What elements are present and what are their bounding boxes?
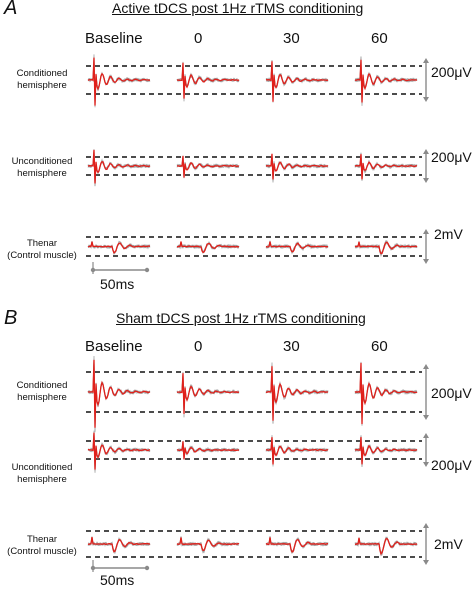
panel-a-col-0: 0 [194, 30, 203, 47]
panel-a-row1-col4-mean-trace [354, 59, 418, 103]
panel-b-row1-line2: hemisphere [17, 392, 67, 403]
panel-a-row1-line1: Conditioned [16, 68, 68, 79]
panel-b-row2-col3-mean-trace [265, 437, 329, 465]
panel-b-scale-row2: 200μV [431, 457, 472, 473]
panel-a-row2-line1: Unconditioned [11, 156, 73, 167]
panel-a-row1-col1-mean-trace [87, 57, 151, 106]
panel-a-row1-col2-mean-trace [176, 62, 240, 99]
panel-a-row1-col2-individual-trace [176, 61, 240, 102]
panel-b-row-label-unconditioned: Unconditioned hemisphere [0, 462, 84, 486]
panel-a-row2-col2-mean-trace [176, 155, 240, 178]
panel-a-row1-scale-cap-bottom [423, 97, 429, 102]
panel-a-row-label-conditioned: Conditioned hemisphere [0, 68, 84, 92]
panel-a-col-60: 60 [371, 30, 388, 47]
panel-b-row1-col3-mean-trace [265, 366, 329, 421]
panel-b-row-label-conditioned: Conditioned hemisphere [0, 380, 84, 404]
panel-a-row3-col4-mean-trace [354, 241, 418, 255]
panel-b-row1-col3-individual-trace [265, 364, 329, 424]
panel-a-col-baseline: Baseline [85, 30, 143, 47]
panel-b-scale-row3: 2mV [434, 536, 463, 552]
panel-b-row3-col3-mean-trace [265, 537, 328, 553]
panel-b-row-label-thenar: Thenar (Control muscle) [0, 534, 84, 558]
panel-b-row3-col2-mean-trace [176, 537, 240, 552]
panel-a-row2-scale-cap-bottom [423, 178, 429, 183]
panel-b-col-30: 30 [283, 338, 300, 355]
panel-b-row2-col3-individual-trace [265, 437, 329, 465]
panel-a-scale-row3: 2mV [434, 226, 463, 242]
panel-a-row3-col1-mean-trace [87, 241, 151, 254]
panel-b-row1-scale-cap-bottom [423, 415, 429, 420]
panel-a-letter: A [4, 0, 18, 19]
panel-b-time-scale-end-left [90, 565, 96, 571]
panel-b-row2-col1-individual-trace [87, 430, 151, 473]
panel-b-row1-col4-mean-trace [354, 362, 418, 425]
panel-b-row3-col4-mean-trace [354, 537, 418, 556]
panel-b-letter: B [4, 307, 18, 329]
panel-a-title: Active tDCS post 1Hz rTMS conditioning [112, 0, 364, 16]
panel-a-time-scale-end-left [90, 267, 96, 273]
panel-a-scale-row1: 200μV [431, 64, 472, 80]
panel-a-row3-col3-individual-trace [265, 241, 329, 251]
panel-a-row1-scale-cap-top [423, 58, 429, 63]
panel-a-row1-col3-mean-trace [265, 61, 329, 102]
panel-b-row3-line1: Thenar [26, 534, 58, 545]
panel-b-row1-col1-mean-trace [87, 359, 151, 428]
panel-b-row2-line2: hemisphere [17, 474, 67, 485]
panel-a-time-scale: 50ms [100, 276, 135, 292]
panel-b-row1-col2-mean-trace [176, 373, 240, 414]
panel-a-row2-col3-mean-trace [265, 153, 329, 180]
panel-a-row3-col3-mean-trace [265, 241, 329, 253]
panel-a-row3-col4-individual-trace [354, 241, 418, 257]
panel-b-time-scale: 50ms [100, 572, 135, 588]
panel-b-row1-col1-individual-trace [87, 358, 151, 431]
panel-b-row2-col4-mean-trace [354, 436, 418, 465]
panel-b-row1-col1-individual-trace [87, 360, 151, 430]
panel-b-time-scale-end-right [144, 565, 150, 571]
panel-a-row2-line2: hemisphere [17, 168, 67, 179]
panel-a-row3-scale-cap-top [423, 229, 429, 234]
panel-a-row3-scale-cap-bottom [423, 259, 429, 264]
panel-b-row3-scale-cap-top [423, 523, 429, 528]
panel-a-row1-line2: hemisphere [17, 80, 67, 91]
panel-a-row2-col1-mean-trace [87, 149, 151, 184]
panel-a-row2-col4-mean-trace [354, 154, 418, 180]
panel-b-col-0: 0 [194, 338, 203, 355]
panel-b-row1-col1-individual-trace [87, 355, 151, 433]
panel-b-col-baseline: Baseline [85, 338, 143, 355]
panel-b-scale-row1: 200μV [431, 385, 472, 401]
panel-a-row3-line2: (Control muscle) [7, 250, 77, 261]
panel-b-row3-col1-mean-trace [87, 537, 151, 553]
panel-b-row3-line2: (Control muscle) [7, 546, 77, 557]
panel-b-row3-col1-individual-trace [87, 536, 151, 554]
panel-b-row2-scale-cap-top [423, 433, 429, 438]
panel-b-row2-col1-individual-trace [87, 432, 151, 472]
panel-b-row1-line1: Conditioned [16, 380, 68, 391]
panel-b-row2-col2-mean-trace [176, 441, 240, 460]
panel-a-scale-row2: 200μV [431, 149, 472, 165]
panel-b-title: Sham tDCS post 1Hz rTMS conditioning [116, 310, 366, 326]
panel-b-row1-scale-cap-top [423, 364, 429, 369]
panel-b-row2-col1-mean-trace [87, 432, 151, 470]
panel-b-row2-scale-cap-bottom [423, 462, 429, 467]
panel-a-row2-scale-cap-top [423, 149, 429, 154]
panel-a-row-label-unconditioned: Unconditioned hemisphere [0, 156, 84, 180]
panel-a-row-label-thenar: Thenar (Control muscle) [0, 238, 84, 262]
panel-a-row3-col2-mean-trace [176, 241, 239, 254]
panel-b-col-60: 60 [371, 338, 388, 355]
panel-a-row1-col2-individual-trace [176, 64, 240, 96]
panel-b-row1-col3-individual-trace [265, 370, 329, 418]
panel-b-row2-line1: Unconditioned [11, 462, 73, 473]
panel-a-row3-line1: Thenar [26, 238, 58, 249]
panel-b-row3-scale-cap-bottom [423, 560, 429, 565]
panel-a-row2-col3-individual-trace [265, 154, 329, 180]
panel-a-time-scale-end-right [144, 267, 150, 273]
panel-a-col-30: 30 [283, 30, 300, 47]
